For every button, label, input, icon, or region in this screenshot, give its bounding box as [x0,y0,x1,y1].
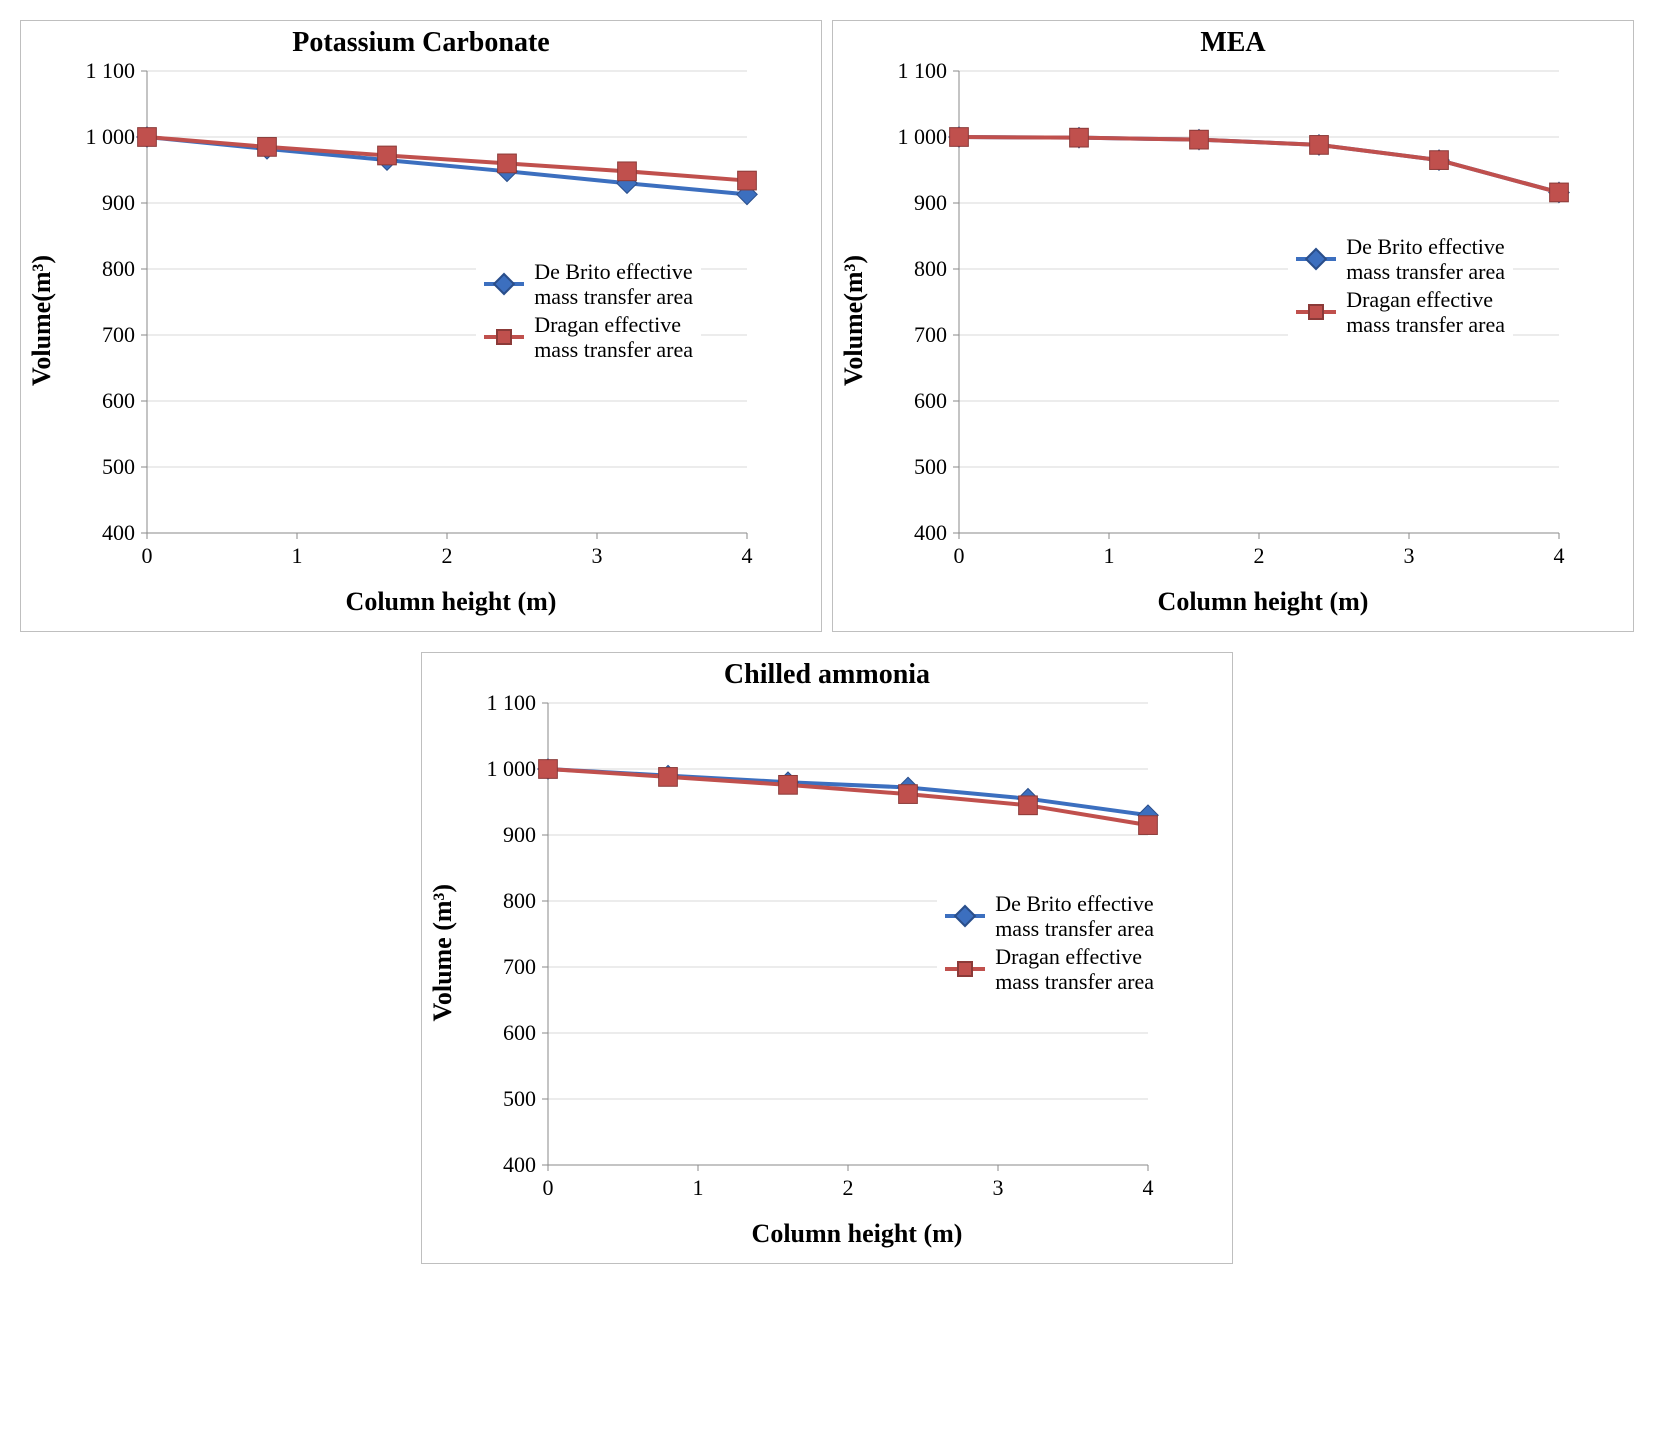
panel-pc: Potassium Carbonate Volume(m³) 400 500 600 70… [20,20,822,632]
y-tick-label: 600 [102,388,135,413]
x-tick-label: 4 [1554,543,1565,568]
legend-item-debrito: De Brito effectivemass transfer area [945,891,1154,942]
marker-square [1190,130,1209,149]
legend-swatch-dragan [1296,304,1336,320]
x-tick-label: 0 [142,543,153,568]
y-tick-label: 700 [102,322,135,347]
y-tick-label: 1 100 [898,61,948,83]
y-tick-label: 600 [914,388,947,413]
x-tick-label: 4 [1143,1175,1154,1200]
marker-square [138,128,157,147]
legend-swatch-debrito [484,276,524,292]
legend-item-dragan: Dragan effectivemass transfer area [1296,287,1505,338]
legend: De Brito effectivemass transfer area Dra… [1288,226,1513,345]
y-tick-label: 1 100 [86,61,136,83]
legend-item-debrito: De Brito effectivemass transfer area [484,259,693,310]
x-tick-label: 4 [742,543,753,568]
legend-label: De Brito effectivemass transfer area [995,891,1154,942]
marker-square [258,138,277,157]
y-tick-label: 800 [914,256,947,281]
legend-label: Dragan effectivemass transfer area [1346,287,1505,338]
y-tick-label: 900 [102,190,135,215]
marker-square [1550,183,1569,202]
legend-label: De Brito effectivemass transfer area [534,259,693,310]
x-tick-label: 3 [592,543,603,568]
series-line-dragan [959,137,1559,192]
marker-square [539,760,558,779]
legend-item-dragan: Dragan effectivemass transfer area [484,312,693,363]
y-tick-label: 500 [914,454,947,479]
x-tick-label: 1 [1104,543,1115,568]
marker-square [738,171,757,190]
y-axis-label: Volume (m³) [422,884,468,1022]
y-tick-label: 800 [102,256,135,281]
marker-square [1070,128,1089,147]
figure-grid: Potassium CarbonateVolume(m³)40050060070… [20,20,1634,1264]
y-tick-label: 400 [503,1152,536,1177]
y-axis-label: Volume(m³) [833,255,879,386]
x-tick-label: 1 [693,1175,704,1200]
legend-item-debrito: De Brito effectivemass transfer area [1296,234,1505,285]
x-tick-label: 3 [993,1175,1004,1200]
marker-square [899,785,918,804]
marker-square [659,768,678,787]
legend: De Brito effectivemass transfer area Dra… [937,883,1162,1002]
x-tick-label: 1 [292,543,303,568]
y-tick-label: 600 [503,1020,536,1045]
y-tick-label: 400 [914,520,947,545]
marker-square [378,146,397,165]
y-tick-label: 1 000 [898,124,948,149]
marker-square [1430,151,1449,170]
y-tick-label: 800 [503,888,536,913]
legend-swatch-debrito [1296,251,1336,267]
y-tick-label: 700 [914,322,947,347]
chart-wrap: Volume(m³)4005006007008009001 0001 10001… [21,61,821,581]
x-axis-label: Column height (m) [81,581,821,631]
y-tick-label: 700 [503,954,536,979]
marker-square [779,775,798,794]
panel-title: MEA [833,21,1633,61]
chart-wrap: Volume(m³)4005006007008009001 0001 10001… [833,61,1633,581]
x-tick-label: 0 [954,543,965,568]
y-tick-label: 1 100 [487,693,537,715]
marker-square [498,154,517,173]
legend: De Brito effectivemass transfer area Dra… [476,251,701,370]
series-line-debrito [959,137,1559,192]
panel-title: Chilled ammonia [422,653,1232,693]
legend-swatch-dragan [945,961,985,977]
legend-label: Dragan effectivemass transfer area [995,944,1154,995]
series-line-dragan [548,769,1148,825]
marker-square [1310,136,1329,155]
marker-square [618,162,637,181]
y-tick-label: 400 [102,520,135,545]
legend-swatch-dragan [484,329,524,345]
panel-ca: Chilled ammonia Volume (m³) 400 500 600 700 80… [421,652,1233,1264]
legend-label: De Brito effectivemass transfer area [1346,234,1505,285]
x-axis-label: Column height (m) [482,1213,1232,1263]
x-tick-label: 2 [843,1175,854,1200]
y-tick-label: 500 [102,454,135,479]
y-tick-label: 900 [503,822,536,847]
x-tick-label: 2 [442,543,453,568]
legend-label: Dragan effectivemass transfer area [534,312,693,363]
marker-square [950,128,969,147]
x-tick-label: 2 [1254,543,1265,568]
y-axis-label: Volume(m³) [21,255,67,386]
x-tick-label: 0 [543,1175,554,1200]
legend-item-dragan: Dragan effectivemass transfer area [945,944,1154,995]
legend-swatch-debrito [945,908,985,924]
y-tick-label: 500 [503,1086,536,1111]
y-tick-label: 1 000 [487,756,537,781]
series-line-dragan [147,137,747,181]
panel-mea: MEA Volume(m³) 400 500 600 700 800 900 1 000 1 10… [832,20,1634,632]
panel-title: Potassium Carbonate [21,21,821,61]
y-tick-label: 1 000 [86,124,136,149]
y-tick-label: 900 [914,190,947,215]
marker-square [1019,796,1038,815]
marker-square [1139,816,1158,835]
x-axis-label: Column height (m) [893,581,1633,631]
x-tick-label: 3 [1404,543,1415,568]
